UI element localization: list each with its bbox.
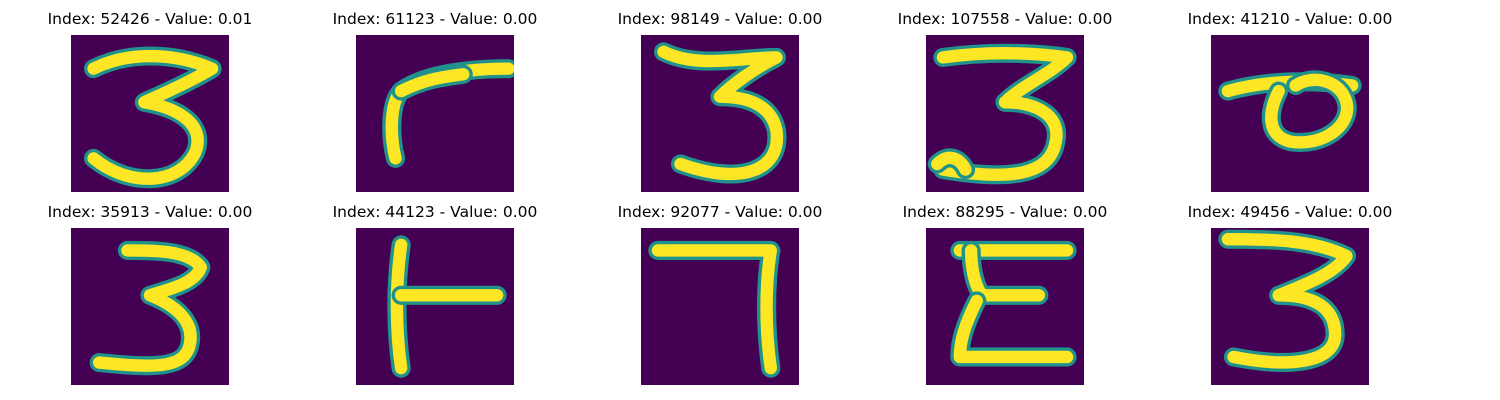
digit-image [71,35,229,192]
panel-title: Index: 98149 - Value: 0.00 [595,10,845,28]
image-background [356,228,514,385]
digit-panel: Index: 88295 - Value: 0.00 [880,203,1130,383]
panel-title: Index: 49456 - Value: 0.00 [1165,203,1415,221]
panel-title: Index: 35913 - Value: 0.00 [25,203,275,221]
digit-panel: Index: 35913 - Value: 0.00 [25,203,275,383]
digit-panel: Index: 49456 - Value: 0.00 [1165,203,1415,383]
panel-title: Index: 44123 - Value: 0.00 [310,203,560,221]
digit-panel: Index: 107558 - Value: 0.00 [880,10,1130,190]
stroke-core [397,245,401,368]
digit-image [641,228,799,385]
digit-image [926,228,1084,385]
panel-title: Index: 61123 - Value: 0.00 [310,10,560,28]
digit-image [356,228,514,385]
digit-panel: Index: 98149 - Value: 0.00 [595,10,845,190]
digit-panel: Index: 44123 - Value: 0.00 [310,203,560,383]
panel-title: Index: 52426 - Value: 0.01 [25,10,275,28]
digit-image [1211,228,1369,385]
digit-panel: Index: 52426 - Value: 0.01 [25,10,275,190]
digit-panel: Index: 92077 - Value: 0.00 [595,203,845,383]
digit-image [71,228,229,385]
digit-panel: Index: 61123 - Value: 0.00 [310,10,560,190]
digit-image [641,35,799,192]
panel-title: Index: 88295 - Value: 0.00 [880,203,1130,221]
digit-image [1211,35,1369,192]
digit-panel: Index: 41210 - Value: 0.00 [1165,10,1415,190]
panel-title: Index: 41210 - Value: 0.00 [1165,10,1415,28]
digit-image [926,35,1084,192]
panel-title: Index: 92077 - Value: 0.00 [595,203,845,221]
image-background [356,35,514,192]
digit-image [356,35,514,192]
panel-title: Index: 107558 - Value: 0.00 [880,10,1130,28]
